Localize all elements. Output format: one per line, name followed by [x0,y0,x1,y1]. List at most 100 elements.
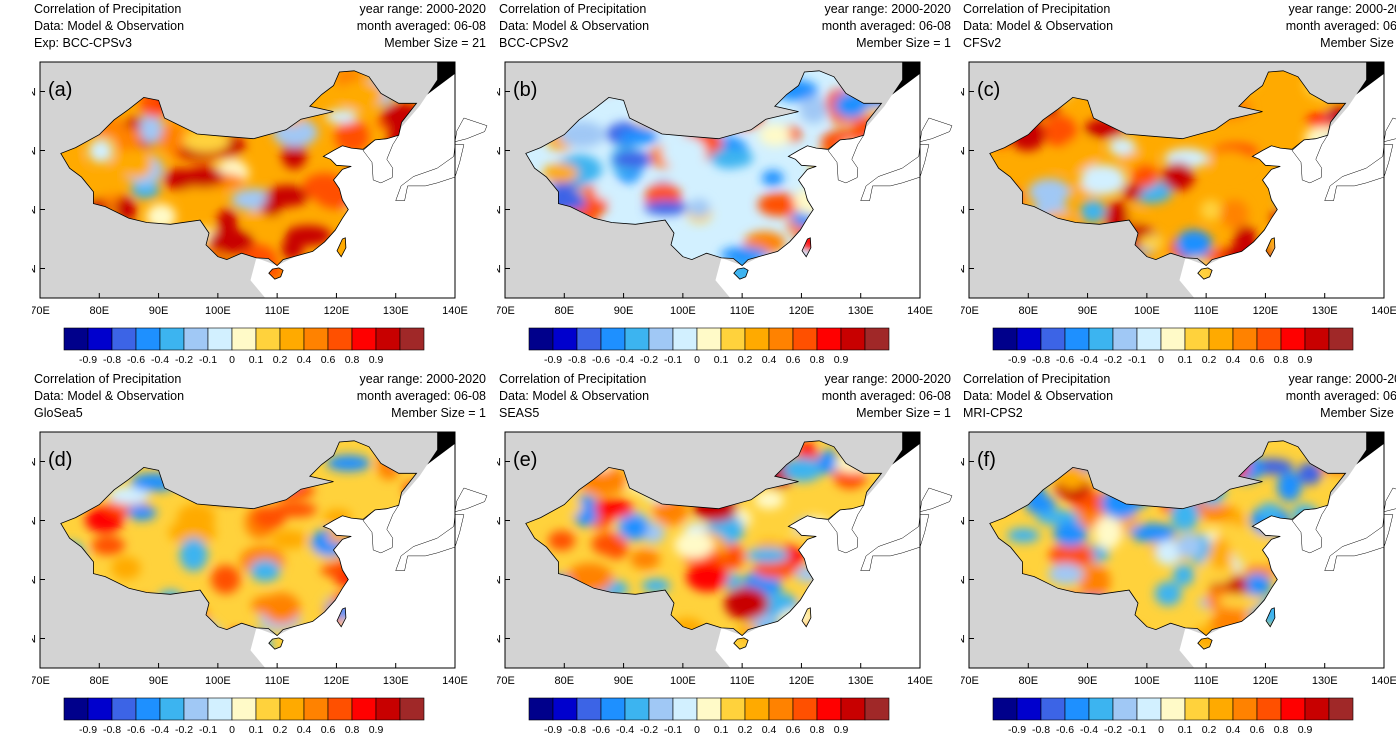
correlation-map: (c) 70E 80E 90E 100E 110E 120E 130E 140E 50N 40N 30… [961,61,1396,366]
colorbar-swatch [303,327,329,351]
map-panel: Correlation of Precipitation Data: Model … [961,0,1396,368]
colorbar-swatch [63,697,89,721]
panel-member-size: Member Size = 1 [1320,406,1396,420]
lon-tick-label: 110E [265,675,290,687]
panel-letter: (d) [48,449,72,471]
colorbar-label: 0.9 [834,354,849,366]
colorbar-swatch [624,327,650,351]
colorbar-swatch [231,697,257,721]
colorbar-label: 0 [694,724,700,736]
colorbar-swatch [1280,327,1306,351]
panel-title: Correlation of Precipitation [963,2,1111,16]
colorbar-label: -0.9 [79,724,97,736]
colorbar-label: 0.2 [738,724,753,736]
panel-model-name: SEAS5 [499,406,540,420]
colorbar-label: 0.4 [762,724,777,736]
colorbar-label: 0 [694,354,700,366]
colorbar-swatch [1040,327,1066,351]
colorbar-label: -0.2 [175,354,193,366]
colorbar-swatch [279,327,305,351]
lat-tick-label: 40N [961,516,965,528]
colorbar-swatch [840,697,866,721]
colorbar-label: 0.4 [762,354,777,366]
colorbar-swatch [1016,697,1042,721]
panel-year-range: year range: 2000-2020 [824,372,951,386]
correlation-map: (d) 70E 80E 90E 100E 110E 120E 130E 140E 50N 40N 30… [32,431,488,736]
colorbar-swatch [816,697,842,721]
colorbar-label: 0.6 [786,354,801,366]
lon-tick-label: 90E [1078,675,1098,687]
china-boundary [1265,607,1276,628]
colorbar-swatch [327,327,353,351]
lat-tick-label: 50N [32,457,36,469]
colorbar-swatch [720,327,746,351]
panel-letter: (f) [977,449,996,471]
lon-tick-label: 130E [848,305,874,317]
colorbar-label: 0.2 [1202,354,1217,366]
colorbar-label: 0.8 [345,724,360,736]
panel-month-averaged: month averaged: 06-08 [1285,19,1396,33]
lon-tick-label: 140E [1371,675,1396,687]
neighbor-coastline [454,117,488,143]
colorbar-label: 0 [229,724,235,736]
colorbar-swatch [1160,697,1186,721]
lon-tick-label: 110E [1194,675,1219,687]
colorbar-swatch [672,697,698,721]
colorbar-label: -0.1 [664,354,682,366]
panel-month-averaged: month averaged: 06-08 [821,389,951,403]
colorbar-label: 0.4 [1226,724,1241,736]
lon-tick-label: 100E [205,305,231,317]
panel-letter: (a) [48,79,72,101]
lat-tick-label: 20N [497,634,501,646]
colorbar-label: 0.2 [273,724,288,736]
colorbar-label: -0.6 [1056,354,1074,366]
colorbar-label: 0.1 [249,724,264,736]
panel-year-range: year range: 2000-2020 [359,2,486,16]
colorbar-swatch [992,697,1018,721]
panel-month-averaged: month averaged: 06-08 [1285,389,1396,403]
panel-title: Correlation of Precipitation [34,372,182,386]
map-frame [39,61,456,299]
lat-tick-label: 40N [497,146,501,158]
panel-member-size: Member Size = 1 [1320,36,1396,50]
colorbar-swatch [1064,697,1090,721]
lat-tick-label: 30N [32,575,36,587]
colorbar-label: -0.8 [1032,354,1050,366]
china-boundary [60,70,418,267]
lon-tick-label: 70E [961,305,979,317]
colorbar-label: 0.9 [1298,354,1313,366]
colorbar-swatch [672,327,698,351]
panel-month-averaged: month averaged: 06-08 [356,19,486,33]
colorbar-swatch [1064,327,1090,351]
colorbar-swatch [399,697,425,721]
lat-tick-label: 30N [32,205,36,217]
colorbar-label: 0.1 [714,354,729,366]
panel-model-name: MRI-CPS2 [963,406,1023,420]
colorbar-swatch [279,697,305,721]
neighbor-coastline [1383,117,1396,143]
colorbar-swatch [1304,327,1330,351]
colorbar-swatch [351,327,377,351]
colorbar-swatch [1328,327,1354,351]
colorbar-swatch [1160,327,1186,351]
lon-tick-label: 140E [442,675,468,687]
map-panel: Correlation of Precipitation Data: Model … [497,370,959,738]
colorbar-swatch [351,697,377,721]
colorbar-label: -0.2 [640,354,658,366]
china-boundary [801,237,812,258]
lat-tick-label: 50N [497,87,501,99]
lat-tick-label: 40N [32,516,36,528]
colorbar-label: -0.1 [199,724,217,736]
lat-tick-label: 40N [497,516,501,528]
lat-tick-label: 50N [961,87,965,99]
lon-tick-label: 90E [614,305,634,317]
colorbar-swatch [768,327,794,351]
lon-tick-label: 130E [1312,305,1338,317]
colorbar-swatch [63,327,89,351]
colorbar-label: 0.1 [1178,724,1193,736]
colorbar-label: 0.8 [345,354,360,366]
lon-tick-label: 120E [789,305,815,317]
lon-tick-label: 80E [1018,305,1038,317]
panel-member-size: Member Size = 1 [391,406,486,420]
china-boundary [1197,637,1213,650]
